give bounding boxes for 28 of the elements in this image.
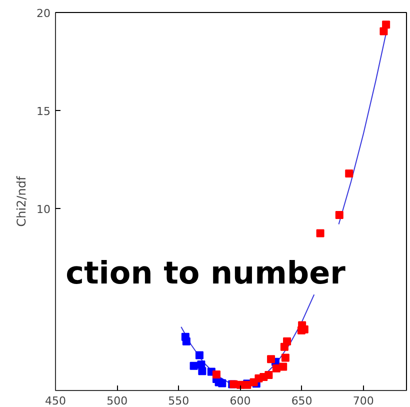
y-tick-label: 15: [36, 104, 51, 118]
x-tick-label: 600: [230, 394, 251, 407]
point: [316, 229, 324, 238]
point: [345, 169, 354, 178]
point: [283, 337, 292, 346]
point: [281, 354, 290, 362]
x-tick-label: 450: [45, 394, 66, 407]
y-axis-title: Chi2/ndf: [14, 176, 29, 227]
point: [279, 362, 288, 371]
x-tick-label: 550: [168, 394, 190, 407]
point: [212, 370, 220, 378]
point: [264, 371, 273, 380]
y-tick-label: 10: [36, 202, 51, 216]
point: [267, 355, 276, 364]
x-tick-label: 700: [352, 394, 374, 407]
point: [195, 351, 204, 360]
annotation: ction to number: [66, 256, 346, 292]
y-tick-label: 20: [36, 7, 51, 20]
point: [380, 27, 388, 36]
point: [297, 326, 306, 334]
point: [182, 337, 190, 346]
x-tick-label: 500: [106, 394, 128, 407]
point: [335, 211, 344, 220]
point: [382, 20, 390, 29]
point: [198, 367, 206, 376]
x-tick-label: 650: [291, 394, 312, 407]
point: [190, 362, 198, 370]
point: [218, 379, 226, 388]
